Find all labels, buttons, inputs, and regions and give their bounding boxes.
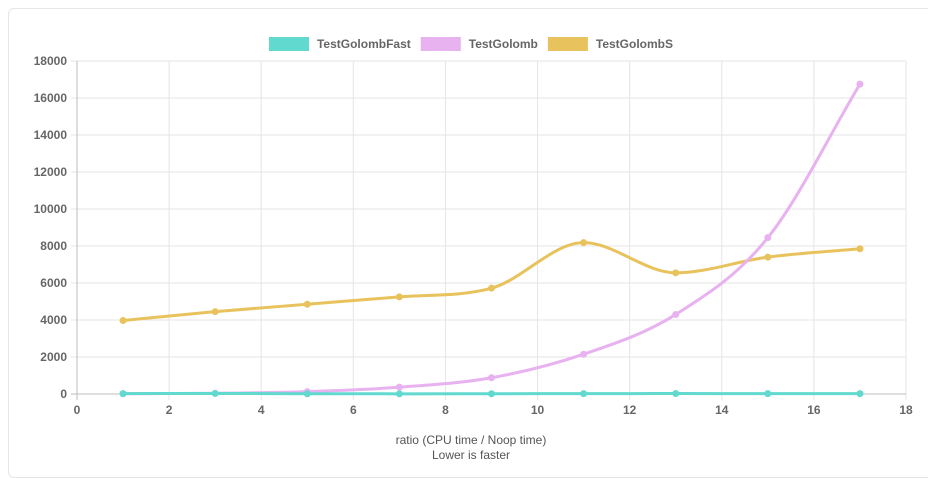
x-axis-label: ratio (CPU time / Noop time): [396, 433, 547, 447]
data-point[interactable]: [673, 391, 679, 397]
data-point[interactable]: [396, 391, 402, 397]
x-tick-label: 0: [74, 403, 81, 417]
data-point[interactable]: [857, 391, 863, 397]
data-point[interactable]: [304, 301, 310, 307]
x-tick-labels: 0 2 4 6 8 10 12 14 16 18: [74, 403, 913, 417]
y-tick-label: 10000: [34, 202, 68, 216]
data-point[interactable]: [857, 246, 863, 252]
data-point[interactable]: [857, 81, 863, 87]
data-point[interactable]: [212, 309, 218, 315]
x-tick-label: 6: [350, 403, 357, 417]
line-chart: 0200040006000800010000120001400016000180…: [0, 0, 928, 468]
y-tick-label: 18000: [34, 54, 68, 68]
data-point[interactable]: [765, 391, 771, 397]
y-tick-label: 8000: [40, 239, 67, 253]
data-point[interactable]: [304, 391, 310, 397]
series-line: [123, 243, 860, 321]
series-TestGolombS: [120, 240, 863, 324]
x-axis-sublabel: Lower is faster: [432, 448, 510, 462]
legend-item-TestGolombS[interactable]: TestGolombS: [548, 37, 673, 51]
legend-label: TestGolombFast: [317, 37, 411, 51]
axes: [77, 61, 906, 394]
y-tick-label: 14000: [34, 128, 68, 142]
data-point[interactable]: [489, 285, 495, 291]
y-tick-label: 16000: [34, 91, 68, 105]
x-tick-label: 4: [258, 403, 265, 417]
data-point[interactable]: [489, 391, 495, 397]
legend-label: TestGolombS: [596, 37, 673, 51]
x-tick-label: 14: [715, 403, 729, 417]
y-tick-labels: 0 2000 4000 6000 8000 10000 12000 14000 16000 180…: [34, 54, 68, 401]
y-tick-label: 0: [60, 387, 67, 401]
legend-item-TestGolomb[interactable]: TestGolomb: [421, 37, 538, 51]
data-point[interactable]: [581, 391, 587, 397]
series-group: [120, 81, 863, 397]
series-TestGolomb: [120, 81, 863, 397]
data-point[interactable]: [765, 235, 771, 241]
data-point[interactable]: [120, 391, 126, 397]
legend-item-TestGolombFast[interactable]: TestGolombFast: [269, 37, 411, 51]
legend: TestGolombFast TestGolomb TestGolombS: [269, 37, 673, 51]
data-point[interactable]: [581, 240, 587, 246]
x-tick-label: 18: [899, 403, 913, 417]
series-TestGolombFast: [120, 390, 863, 396]
y-tick-label: 12000: [34, 165, 68, 179]
data-point[interactable]: [212, 390, 218, 396]
x-tick-label: 12: [623, 403, 637, 417]
data-point[interactable]: [673, 270, 679, 276]
data-point[interactable]: [489, 375, 495, 381]
data-point[interactable]: [581, 351, 587, 357]
x-tick-label: 16: [807, 403, 821, 417]
x-tick-label: 8: [442, 403, 449, 417]
legend-label: TestGolomb: [469, 37, 538, 51]
data-point[interactable]: [396, 294, 402, 300]
grid-lines: [71, 61, 906, 400]
y-tick-label: 6000: [40, 276, 67, 290]
x-tick-label: 2: [166, 403, 173, 417]
data-point[interactable]: [120, 318, 126, 324]
data-point[interactable]: [396, 384, 402, 390]
data-point[interactable]: [765, 254, 771, 260]
data-point[interactable]: [673, 311, 679, 317]
legend-swatch: [269, 37, 309, 51]
legend-swatch: [421, 37, 461, 51]
y-tick-label: 4000: [40, 313, 67, 327]
series-line: [123, 84, 860, 394]
legend-swatch: [548, 37, 588, 51]
y-tick-label: 2000: [40, 350, 67, 364]
x-tick-label: 10: [531, 403, 545, 417]
